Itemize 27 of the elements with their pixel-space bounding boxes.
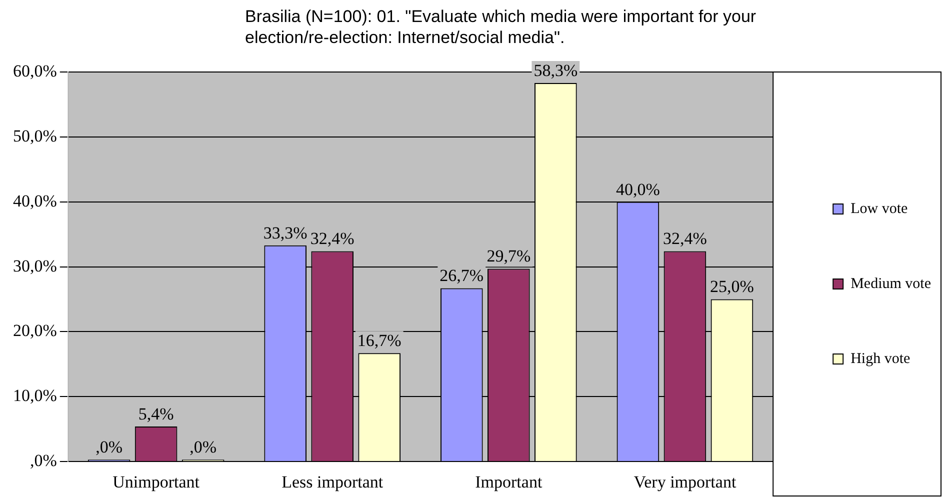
x-tick-label: Less important [282, 472, 384, 492]
data-label: 29,7% [486, 246, 531, 266]
y-tick-label: 30,0% [12, 256, 57, 276]
chart-title: Brasilia (N=100): 01. "Evaluate which media were important for your election/re-election: Internet/social media". [245, 6, 758, 48]
data-label: 58,3% [534, 61, 578, 80]
data-label: ,0% [96, 438, 123, 457]
legend-label: High vote [850, 350, 911, 367]
x-tick-label: Unimportant [112, 472, 200, 492]
x-tick-label: Important [475, 472, 542, 492]
data-label: 25,0% [710, 277, 754, 296]
data-label: 16,7% [357, 331, 402, 350]
y-tick-label: 50,0% [12, 126, 57, 146]
y-tick-label: ,0% [30, 451, 57, 470]
x-tick-label: Very important [634, 472, 736, 492]
y-tick-label: 20,0% [12, 321, 57, 340]
y-tick-label: 60,0% [12, 61, 57, 80]
data-label: 40,0% [616, 180, 660, 199]
y-tick-label: 10,0% [12, 386, 57, 406]
data-label: 5,4% [138, 404, 174, 424]
data-label: 33,3% [263, 223, 308, 242]
data-label: 26,7% [440, 266, 484, 286]
legend-label: Medium vote [850, 276, 932, 292]
y-tick-label: 40,0% [12, 191, 57, 210]
data-label: 32,4% [662, 229, 707, 248]
data-label: ,0% [190, 438, 217, 457]
data-label: 32,4% [310, 229, 354, 248]
legend-label: Low vote [850, 200, 908, 217]
